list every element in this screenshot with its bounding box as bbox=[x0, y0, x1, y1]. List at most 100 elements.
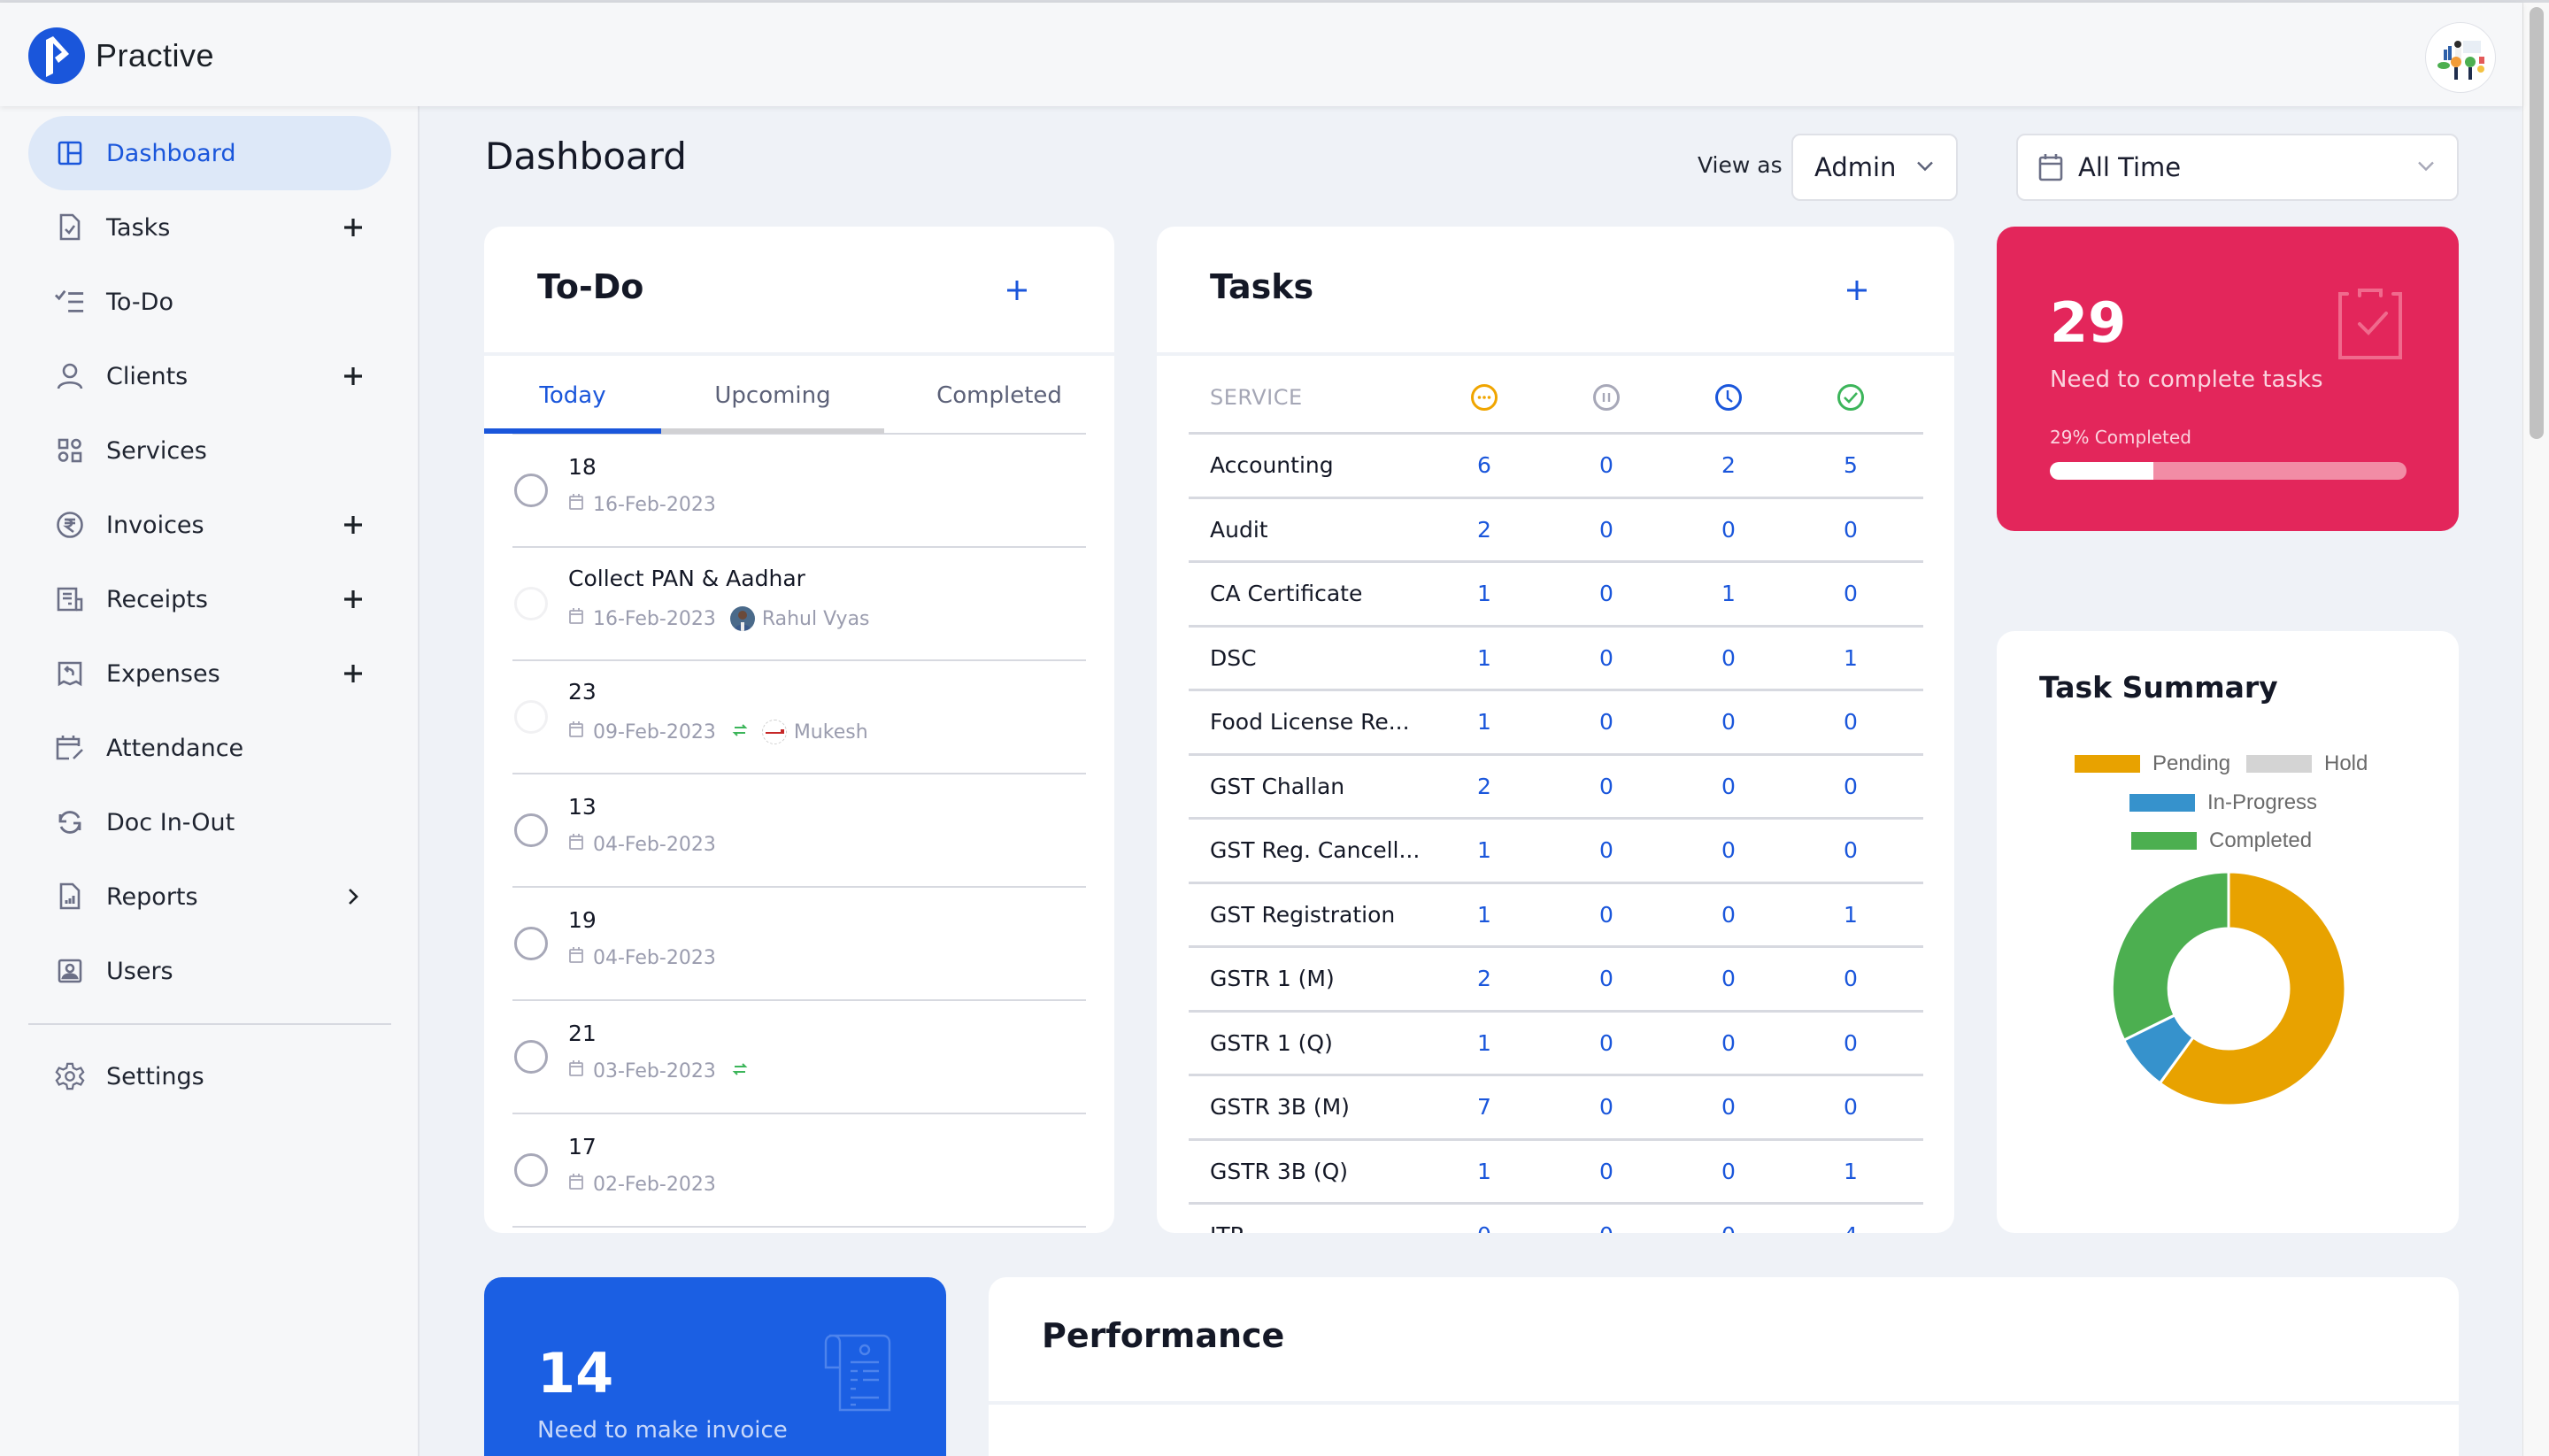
page-scrollbar[interactable] bbox=[2522, 3, 2549, 1456]
legend-hold[interactable]: Hold bbox=[2246, 751, 2368, 776]
sidebar-item-settings[interactable]: Settings bbox=[28, 1039, 391, 1113]
add-task-plus-icon[interactable] bbox=[340, 214, 366, 241]
completed-count[interactable]: 0 bbox=[1844, 709, 1858, 735]
todo-item[interactable]: 21 03-Feb-2023 bbox=[512, 1001, 1086, 1114]
todo-item[interactable]: 13 04-Feb-2023 bbox=[512, 774, 1086, 888]
todo-item[interactable]: 19 04-Feb-2023 bbox=[512, 888, 1086, 1001]
sidebar-item-reports[interactable]: Reports bbox=[28, 859, 391, 934]
todo-checkbox[interactable] bbox=[514, 1040, 548, 1074]
sidebar-item-invoices[interactable]: Invoices bbox=[28, 488, 391, 562]
pending-count[interactable]: 7 bbox=[1477, 1094, 1491, 1120]
in-progress-count[interactable]: 0 bbox=[1721, 837, 1736, 863]
in-progress-count[interactable]: 0 bbox=[1721, 1029, 1736, 1056]
completed-count[interactable]: 1 bbox=[1844, 901, 1858, 928]
sidebar-item-doc-in-out[interactable]: Doc In-Out bbox=[28, 785, 391, 859]
tab-upcoming[interactable]: Upcoming bbox=[714, 382, 831, 409]
tab-today[interactable]: Today bbox=[539, 382, 606, 409]
sidebar-item-users[interactable]: Users bbox=[28, 934, 391, 1008]
completed-count[interactable]: 0 bbox=[1844, 516, 1858, 543]
in-progress-count[interactable]: 0 bbox=[1711, 1222, 1746, 1233]
completed-count[interactable]: 1 bbox=[1844, 644, 1858, 671]
in-progress-count[interactable]: 0 bbox=[1721, 966, 1736, 991]
pending-count[interactable]: 1 bbox=[1477, 901, 1491, 928]
completed-count[interactable]: 0 bbox=[1844, 837, 1858, 863]
todo-item[interactable]: 23 09-Feb-2023 Mukesh bbox=[512, 661, 1086, 774]
add-expense-plus-icon[interactable] bbox=[340, 660, 366, 687]
pending-count[interactable]: 2 bbox=[1477, 773, 1491, 799]
legend-in-progress[interactable]: In-Progress bbox=[2129, 790, 2317, 815]
add-todo-button[interactable] bbox=[999, 273, 1035, 308]
hold-count[interactable]: 0 bbox=[1599, 773, 1613, 799]
completed-count[interactable]: 1 bbox=[1844, 1158, 1858, 1184]
hold-count[interactable]: 0 bbox=[1599, 644, 1613, 671]
completed-count[interactable]: 4 bbox=[1833, 1222, 1868, 1233]
in-progress-count[interactable]: 0 bbox=[1721, 644, 1736, 671]
in-progress-count[interactable]: 1 bbox=[1721, 581, 1736, 606]
profile-avatar[interactable] bbox=[2425, 22, 2496, 93]
chevron-right-icon[interactable] bbox=[340, 883, 366, 910]
complete-tasks-card[interactable]: 29 Need to complete tasks 29% Completed bbox=[1997, 227, 2459, 531]
view-as-select[interactable]: Admin bbox=[1791, 134, 1958, 201]
add-task-button[interactable] bbox=[1839, 273, 1875, 308]
in-progress-count[interactable]: 2 bbox=[1721, 452, 1736, 478]
in-progress-count[interactable]: 0 bbox=[1721, 1158, 1736, 1184]
completed-count[interactable]: 0 bbox=[1844, 1094, 1858, 1120]
app-logo[interactable]: Practive bbox=[28, 27, 214, 84]
sidebar-item-services[interactable]: Services bbox=[28, 413, 391, 488]
in-progress-count[interactable]: 0 bbox=[1721, 516, 1736, 543]
pending-count[interactable]: 1 bbox=[1477, 709, 1491, 735]
pending-count[interactable]: 2 bbox=[1477, 966, 1491, 991]
sidebar-item-todo[interactable]: To-Do bbox=[28, 265, 391, 339]
hold-count[interactable]: 0 bbox=[1599, 581, 1613, 606]
hold-count[interactable]: 0 bbox=[1599, 1094, 1613, 1120]
in-progress-count[interactable]: 0 bbox=[1721, 1094, 1736, 1120]
sidebar-item-expenses[interactable]: Expenses bbox=[28, 636, 391, 711]
todo-item[interactable]: Collect PAN & Aadhar 16-Feb-2023 Rahul V… bbox=[512, 548, 1086, 661]
todo-checkbox[interactable] bbox=[514, 700, 548, 734]
in-progress-count[interactable]: 0 bbox=[1721, 773, 1736, 799]
sidebar-item-receipts[interactable]: Receipts bbox=[28, 562, 391, 636]
hold-count[interactable]: 0 bbox=[1599, 901, 1613, 928]
pending-count[interactable]: 2 bbox=[1477, 516, 1491, 543]
hold-count[interactable]: 0 bbox=[1599, 709, 1613, 735]
todo-checkbox[interactable] bbox=[514, 927, 548, 960]
todo-checkbox[interactable] bbox=[514, 813, 548, 847]
legend-pending[interactable]: Pending bbox=[2075, 751, 2230, 776]
add-receipt-plus-icon[interactable] bbox=[340, 586, 366, 612]
invoice-card[interactable]: 14 Need to make invoice bbox=[484, 1277, 946, 1456]
hold-count[interactable]: 0 bbox=[1599, 452, 1613, 478]
legend-completed[interactable]: Completed bbox=[2131, 828, 2312, 853]
date-range-select[interactable]: All Time bbox=[2016, 134, 2459, 201]
pending-count[interactable]: 1 bbox=[1477, 837, 1491, 863]
completed-count[interactable]: 0 bbox=[1844, 773, 1858, 799]
completed-count[interactable]: 0 bbox=[1844, 581, 1858, 606]
sidebar-item-clients[interactable]: Clients bbox=[28, 339, 391, 413]
hold-count[interactable]: 0 bbox=[1599, 966, 1613, 991]
hold-count[interactable]: 0 bbox=[1599, 1029, 1613, 1056]
scrollbar-thumb[interactable] bbox=[2530, 7, 2544, 439]
sidebar-item-tasks[interactable]: Tasks bbox=[28, 190, 391, 265]
add-client-plus-icon[interactable] bbox=[340, 363, 366, 389]
todo-checkbox[interactable] bbox=[514, 587, 548, 620]
hold-count[interactable]: 0 bbox=[1589, 1222, 1624, 1233]
add-invoice-plus-icon[interactable] bbox=[340, 512, 366, 538]
pending-count[interactable]: 6 bbox=[1477, 452, 1491, 478]
hold-count[interactable]: 0 bbox=[1599, 1158, 1613, 1184]
sidebar-item-attendance[interactable]: Attendance bbox=[28, 711, 391, 785]
pending-count[interactable]: 1 bbox=[1477, 644, 1491, 671]
tab-completed[interactable]: Completed bbox=[936, 382, 1062, 409]
todo-item[interactable]: 17 02-Feb-2023 bbox=[512, 1114, 1086, 1228]
completed-count[interactable]: 5 bbox=[1844, 452, 1858, 478]
todo-checkbox[interactable] bbox=[514, 474, 548, 507]
pending-count[interactable]: 1 bbox=[1477, 1158, 1491, 1184]
todo-checkbox[interactable] bbox=[514, 1153, 548, 1187]
in-progress-count[interactable]: 0 bbox=[1721, 709, 1736, 735]
todo-item[interactable]: 18 16-Feb-2023 bbox=[512, 435, 1086, 548]
task-summary-donut-chart[interactable] bbox=[2103, 863, 2354, 1114]
completed-count[interactable]: 0 bbox=[1844, 966, 1858, 991]
pending-count[interactable]: 1 bbox=[1477, 1029, 1491, 1056]
hold-count[interactable]: 0 bbox=[1599, 837, 1613, 863]
hold-count[interactable]: 0 bbox=[1599, 516, 1613, 543]
sidebar-item-dashboard[interactable]: Dashboard bbox=[28, 116, 391, 190]
pending-count[interactable]: 0 bbox=[1467, 1222, 1502, 1233]
